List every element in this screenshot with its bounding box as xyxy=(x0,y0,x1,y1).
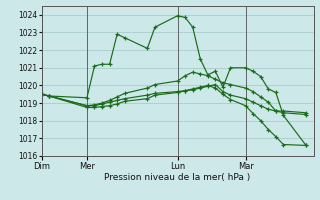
X-axis label: Pression niveau de la mer( hPa ): Pression niveau de la mer( hPa ) xyxy=(104,173,251,182)
